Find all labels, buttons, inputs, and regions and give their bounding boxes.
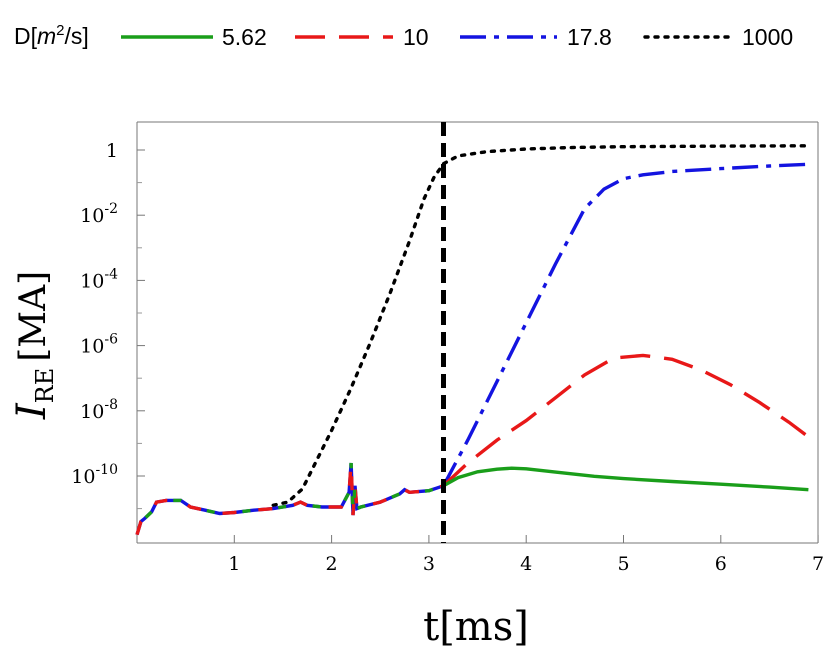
- y-axis-label: IRE[MA]: [9, 271, 59, 420]
- series-layer: [135, 144, 811, 536]
- series-line-10: [442, 353, 810, 488]
- series-line-17.8: [441, 162, 809, 487]
- legend-label-17.8: 17.8: [567, 24, 612, 50]
- y-tick-label: 10-10: [71, 462, 118, 488]
- x-axis-label: t[ms]: [423, 604, 529, 650]
- y-tick-label: 10-4: [80, 266, 118, 292]
- series-line-5.62: [442, 466, 809, 492]
- plot-frame: [136, 121, 819, 544]
- y-tick-label: 10-2: [80, 201, 118, 227]
- axis-ticks: [137, 149, 819, 543]
- legend: D[m2/s] 5.62 10 17.8 1000: [14, 22, 793, 50]
- axis-tick-labels: 1 2 3 4 5 6 7 10-10 10-8 10-6 10-4 10-2 1: [71, 140, 824, 575]
- legend-label-10: 10: [403, 24, 429, 50]
- x-tick-label: 6: [715, 553, 727, 575]
- x-tick-label: 5: [617, 553, 629, 575]
- legend-label-5.62: 5.62: [222, 24, 267, 50]
- y-tick-label: 1: [106, 140, 118, 162]
- x-tick-label: 1: [228, 553, 240, 575]
- x-tick-label: 2: [326, 553, 338, 575]
- legend-title: D[m2/s]: [14, 22, 89, 49]
- x-tick-label: 3: [423, 553, 435, 575]
- series-line-1000: [271, 144, 811, 507]
- x-tick-label: 7: [812, 553, 824, 575]
- x-tick-label: 4: [520, 553, 532, 575]
- legend-label-1000: 1000: [742, 24, 793, 50]
- y-tick-label: 10-8: [80, 397, 118, 423]
- common-early-trace-red: [135, 462, 445, 536]
- y-tick-label: 10-6: [80, 332, 118, 358]
